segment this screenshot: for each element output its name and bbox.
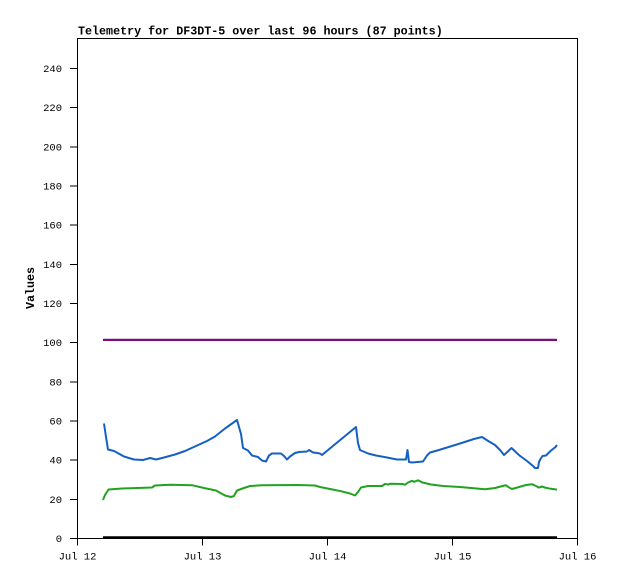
- svg-text:100: 100: [43, 338, 62, 350]
- svg-text:240: 240: [43, 64, 62, 76]
- svg-text:180: 180: [43, 182, 62, 194]
- svg-text:Jul 15: Jul 15: [434, 552, 472, 564]
- svg-text:120: 120: [43, 299, 62, 311]
- svg-text:Jul 13: Jul 13: [184, 552, 222, 564]
- svg-text:200: 200: [43, 142, 62, 154]
- svg-text:140: 140: [43, 260, 62, 272]
- svg-text:80: 80: [49, 377, 62, 389]
- svg-text:Values: Values: [24, 267, 38, 309]
- svg-text:20: 20: [49, 495, 62, 507]
- svg-text:220: 220: [43, 103, 62, 115]
- svg-text:Jul 16: Jul 16: [559, 552, 597, 564]
- svg-text:60: 60: [49, 417, 62, 429]
- svg-text:0: 0: [56, 534, 62, 546]
- svg-text:Telemetry for DF3DT-5 over las: Telemetry for DF3DT-5 over last 96 hours…: [78, 25, 443, 39]
- svg-text:Jul 12: Jul 12: [59, 552, 97, 564]
- svg-text:Jul 14: Jul 14: [309, 552, 347, 564]
- svg-text:160: 160: [43, 221, 62, 233]
- svg-text:40: 40: [49, 456, 62, 468]
